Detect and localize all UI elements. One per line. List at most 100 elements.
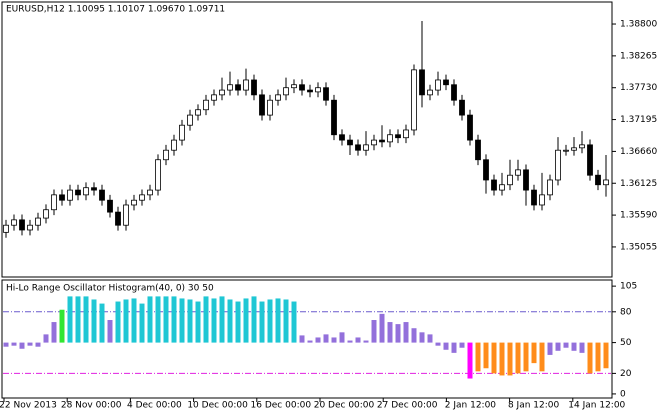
price-panel	[1, 1, 613, 278]
histogram-bar	[99, 303, 105, 343]
histogram-bar	[475, 342, 481, 372]
histogram-bar	[227, 299, 233, 343]
x-tick-label: 28 Nov 00:00	[61, 401, 122, 411]
candle-body	[435, 79, 441, 91]
histogram-bar	[515, 342, 521, 374]
candle-body	[195, 109, 201, 116]
candle-body	[243, 79, 249, 91]
candle-body	[355, 144, 361, 151]
candle-body	[235, 84, 241, 91]
candle-body	[403, 129, 409, 139]
histogram-bar	[291, 301, 297, 343]
candle-body	[531, 189, 537, 206]
candle-body	[283, 87, 289, 96]
histogram-bar	[347, 340, 353, 343]
candle-body	[451, 84, 457, 101]
candle-body	[187, 114, 193, 126]
histogram-bar	[403, 322, 409, 343]
candle-body	[219, 89, 225, 96]
histogram-bar	[67, 296, 73, 343]
y-tick-label: 1.35590	[620, 211, 657, 221]
histogram-bar	[43, 334, 49, 343]
histogram-bar	[323, 334, 329, 343]
candle-body	[107, 199, 113, 213]
candle-body	[539, 194, 545, 206]
candle-body	[99, 189, 105, 201]
candle-body	[579, 144, 585, 149]
x-tick-label: 27 Dec 00:00	[377, 401, 438, 411]
x-tick-label: 2 Jan 12:00	[445, 401, 497, 411]
x-tick-label: 10 Dec 00:00	[187, 401, 248, 411]
histogram-bar	[267, 299, 273, 343]
candle-body	[123, 204, 129, 226]
histogram-bar	[147, 296, 153, 343]
histogram-bar	[467, 342, 473, 379]
histogram-bar	[155, 296, 161, 343]
candle-body	[51, 194, 57, 211]
candle-body	[139, 194, 145, 201]
y-tick-label: 1.36660	[620, 147, 657, 157]
histogram-bar	[603, 342, 609, 369]
candle-body	[443, 79, 449, 86]
histogram-bar	[507, 342, 513, 376]
candle-body	[27, 224, 33, 231]
candle-body	[275, 94, 281, 101]
histogram-bar	[315, 337, 321, 343]
indicator-title: Hi-Lo Range Oscillator Histogram(40, 0) …	[6, 284, 214, 294]
candle-body	[211, 94, 217, 101]
histogram-bar	[579, 342, 585, 353]
candle-body	[291, 84, 297, 89]
candle-body	[251, 79, 257, 96]
y-tick-label: 1.37195	[620, 115, 657, 125]
candle-body	[563, 149, 569, 152]
candle-body	[523, 169, 529, 191]
candle-body	[59, 194, 65, 201]
histogram-bar	[379, 313, 385, 343]
histogram-bar	[435, 342, 441, 346]
histogram-bar	[483, 342, 489, 369]
y-tick-label: 0	[620, 389, 626, 399]
candle-body	[555, 149, 561, 181]
candle-body	[267, 99, 273, 116]
x-tick-label: 14 Jan 12:00	[568, 401, 625, 411]
histogram-bar	[35, 342, 41, 347]
histogram-bar	[171, 296, 177, 343]
histogram-bar	[27, 342, 33, 346]
histogram-bar	[523, 342, 529, 372]
candle-body	[155, 159, 161, 191]
histogram-bar	[139, 303, 145, 343]
histogram-bar	[363, 340, 369, 343]
candle-body	[75, 189, 81, 196]
candle-body	[571, 147, 577, 151]
histogram-bar	[595, 342, 601, 372]
histogram-bar	[75, 296, 81, 343]
x-tick-label: 4 Dec 00:00	[127, 401, 182, 411]
histogram-bar	[91, 299, 97, 343]
candle-body	[307, 89, 313, 93]
histogram-bar	[187, 299, 193, 343]
candle-body	[467, 114, 473, 141]
candle-body	[419, 69, 425, 96]
candle-body	[147, 189, 153, 196]
candle-body	[3, 224, 9, 233]
candle-body	[43, 209, 49, 219]
candle-body	[131, 199, 137, 206]
x-tick-label: 20 Dec 00:00	[314, 401, 375, 411]
candle-body	[395, 134, 401, 139]
histogram-bar	[355, 337, 361, 343]
candle-body	[339, 134, 345, 141]
histogram-bar	[307, 340, 313, 343]
histogram-bar	[275, 298, 281, 343]
histogram-bar	[235, 301, 241, 343]
candle-body	[171, 139, 177, 151]
histogram-bar	[539, 342, 545, 372]
histogram-bar	[531, 342, 537, 364]
candle-body	[547, 179, 553, 196]
histogram-bar	[283, 299, 289, 343]
histogram-bar	[107, 320, 113, 343]
candle-body	[11, 219, 17, 226]
histogram-bar	[395, 324, 401, 343]
candle-body	[227, 84, 233, 91]
candle-body	[475, 139, 481, 161]
y-tick-label: 1.36125	[620, 179, 657, 189]
